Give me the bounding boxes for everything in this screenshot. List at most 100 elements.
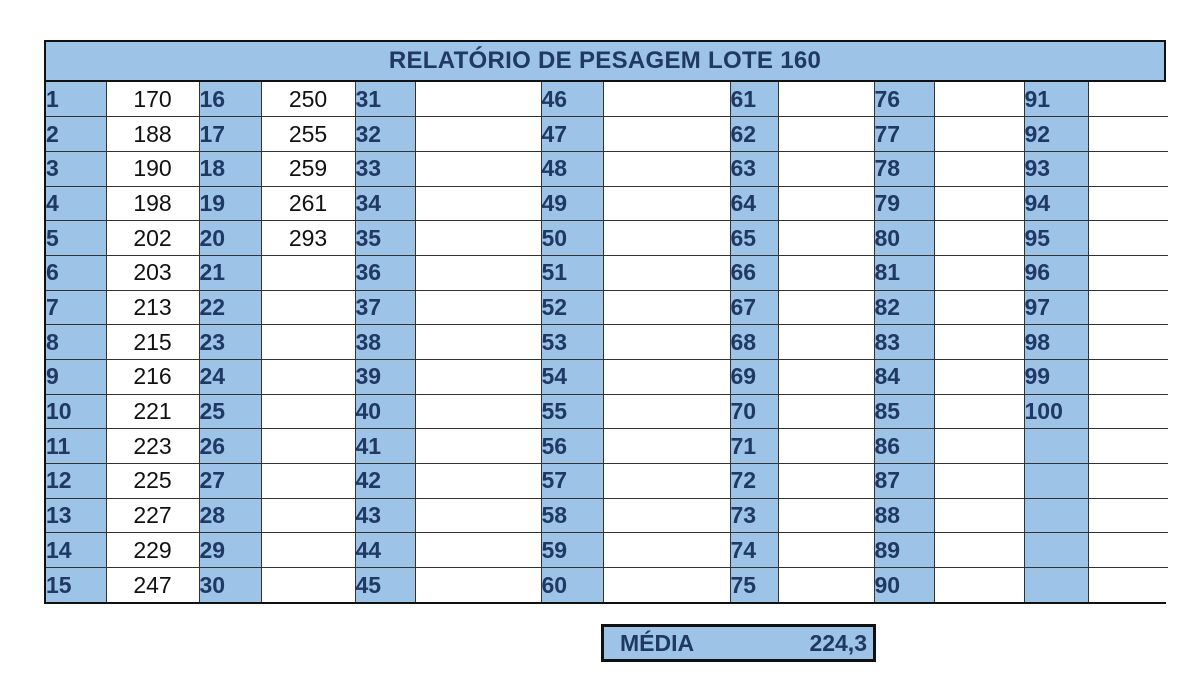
animal-number-cell: 5 [46, 220, 107, 256]
weight-cell [260, 567, 356, 603]
animal-number-cell: 57 [540, 463, 604, 499]
weight-cell [260, 532, 356, 569]
weight-cell [1087, 428, 1168, 465]
animal-number-cell: 78 [873, 150, 935, 187]
animal-number-cell: 59 [540, 532, 604, 569]
animal-number-cell: 24 [198, 359, 262, 395]
weight-cell [414, 567, 542, 603]
animal-number-cell: 37 [354, 289, 416, 326]
animal-number-cell: 31 [354, 82, 416, 118]
animal-number-cell: 27 [198, 463, 262, 499]
weight-cell [933, 185, 1025, 222]
weight-cell [1087, 82, 1168, 118]
weight-cell [933, 567, 1025, 603]
weight-cell [933, 463, 1025, 499]
animal-number-cell: 18 [198, 150, 262, 187]
table-row: 8 215 23 38 53 68 83 98 [46, 324, 1168, 360]
weight-cell [777, 324, 875, 360]
animal-number-cell: 90 [873, 567, 935, 603]
animal-number-cell: 11 [46, 428, 107, 465]
animal-number-cell: 7 [46, 289, 107, 326]
weight-cell: 188 [105, 116, 200, 152]
animal-number-cell: 6 [46, 254, 107, 291]
animal-number-cell: 65 [729, 220, 779, 256]
animal-number-cell: 67 [729, 289, 779, 326]
animal-number-cell: 40 [354, 393, 416, 430]
weights-table: 1 170 16 250 31 46 61 76 91 2 188 17 255 32 47 62 77 92 3 1… [46, 82, 1168, 603]
weight-cell [602, 254, 731, 291]
weight-cell [1087, 220, 1168, 256]
animal-number-cell: 96 [1023, 254, 1089, 291]
weight-cell [602, 116, 731, 152]
weight-cell [777, 359, 875, 395]
animal-number-cell [1023, 463, 1089, 499]
animal-number-cell: 2 [46, 116, 107, 152]
animal-number-cell: 1 [46, 82, 107, 118]
average-box: MÉDIA 224,3 [601, 624, 876, 662]
animal-number-cell: 28 [198, 497, 262, 534]
weight-cell: 255 [260, 116, 356, 152]
weight-cell [1087, 150, 1168, 187]
animal-number-cell: 12 [46, 463, 107, 499]
animal-number-cell: 38 [354, 324, 416, 360]
animal-number-cell: 44 [354, 532, 416, 569]
weight-cell [777, 254, 875, 291]
weight-cell [414, 82, 542, 118]
weight-cell [602, 532, 731, 569]
animal-number-cell: 51 [540, 254, 604, 291]
animal-number-cell: 82 [873, 289, 935, 326]
weight-cell [1087, 185, 1168, 222]
animal-number-cell: 30 [198, 567, 262, 603]
animal-number-cell: 4 [46, 185, 107, 222]
animal-number-cell: 33 [354, 150, 416, 187]
animal-number-cell: 52 [540, 289, 604, 326]
animal-number-cell: 49 [540, 185, 604, 222]
weight-cell: 227 [105, 497, 200, 534]
weight-cell [602, 359, 731, 395]
animal-number-cell: 79 [873, 185, 935, 222]
weight-cell: 170 [105, 82, 200, 118]
animal-number-cell: 21 [198, 254, 262, 291]
weight-cell [933, 497, 1025, 534]
animal-number-cell: 9 [46, 359, 107, 395]
weight-cell [414, 220, 542, 256]
weight-cell [260, 359, 356, 395]
weight-cell [933, 82, 1025, 118]
weight-cell [602, 567, 731, 603]
weight-cell [1087, 393, 1168, 430]
animal-number-cell: 8 [46, 324, 107, 360]
weight-cell [260, 497, 356, 534]
weight-cell [777, 289, 875, 326]
weight-cell [260, 428, 356, 465]
weight-cell [602, 289, 731, 326]
weight-cell: 221 [105, 393, 200, 430]
table-row: 6 203 21 36 51 66 81 96 [46, 254, 1168, 291]
weight-cell [260, 324, 356, 360]
animal-number-cell: 15 [46, 567, 107, 603]
animal-number-cell [1023, 532, 1089, 569]
animal-number-cell: 47 [540, 116, 604, 152]
table-row: 15 247 30 45 60 75 90 [46, 567, 1168, 603]
animal-number-cell: 35 [354, 220, 416, 256]
weight-cell [602, 150, 731, 187]
table-row: 2 188 17 255 32 47 62 77 92 [46, 116, 1168, 152]
weight-cell: 293 [260, 220, 356, 256]
animal-number-cell: 20 [198, 220, 262, 256]
weight-cell: 261 [260, 185, 356, 222]
weight-cell [933, 254, 1025, 291]
animal-number-cell: 70 [729, 393, 779, 430]
animal-number-cell: 100 [1023, 393, 1089, 430]
weight-cell [602, 220, 731, 256]
animal-number-cell: 63 [729, 150, 779, 187]
table-row: 10 221 25 40 55 70 85 100 [46, 393, 1168, 430]
animal-number-cell: 50 [540, 220, 604, 256]
table-row: 4 198 19 261 34 49 64 79 94 [46, 185, 1168, 222]
weight-cell [260, 463, 356, 499]
animal-number-cell: 98 [1023, 324, 1089, 360]
table-row: 11 223 26 41 56 71 86 [46, 428, 1168, 465]
weight-cell [777, 497, 875, 534]
weight-cell [1087, 567, 1168, 603]
weight-cell [1087, 359, 1168, 395]
animal-number-cell: 23 [198, 324, 262, 360]
table-row: 1 170 16 250 31 46 61 76 91 [46, 82, 1168, 118]
